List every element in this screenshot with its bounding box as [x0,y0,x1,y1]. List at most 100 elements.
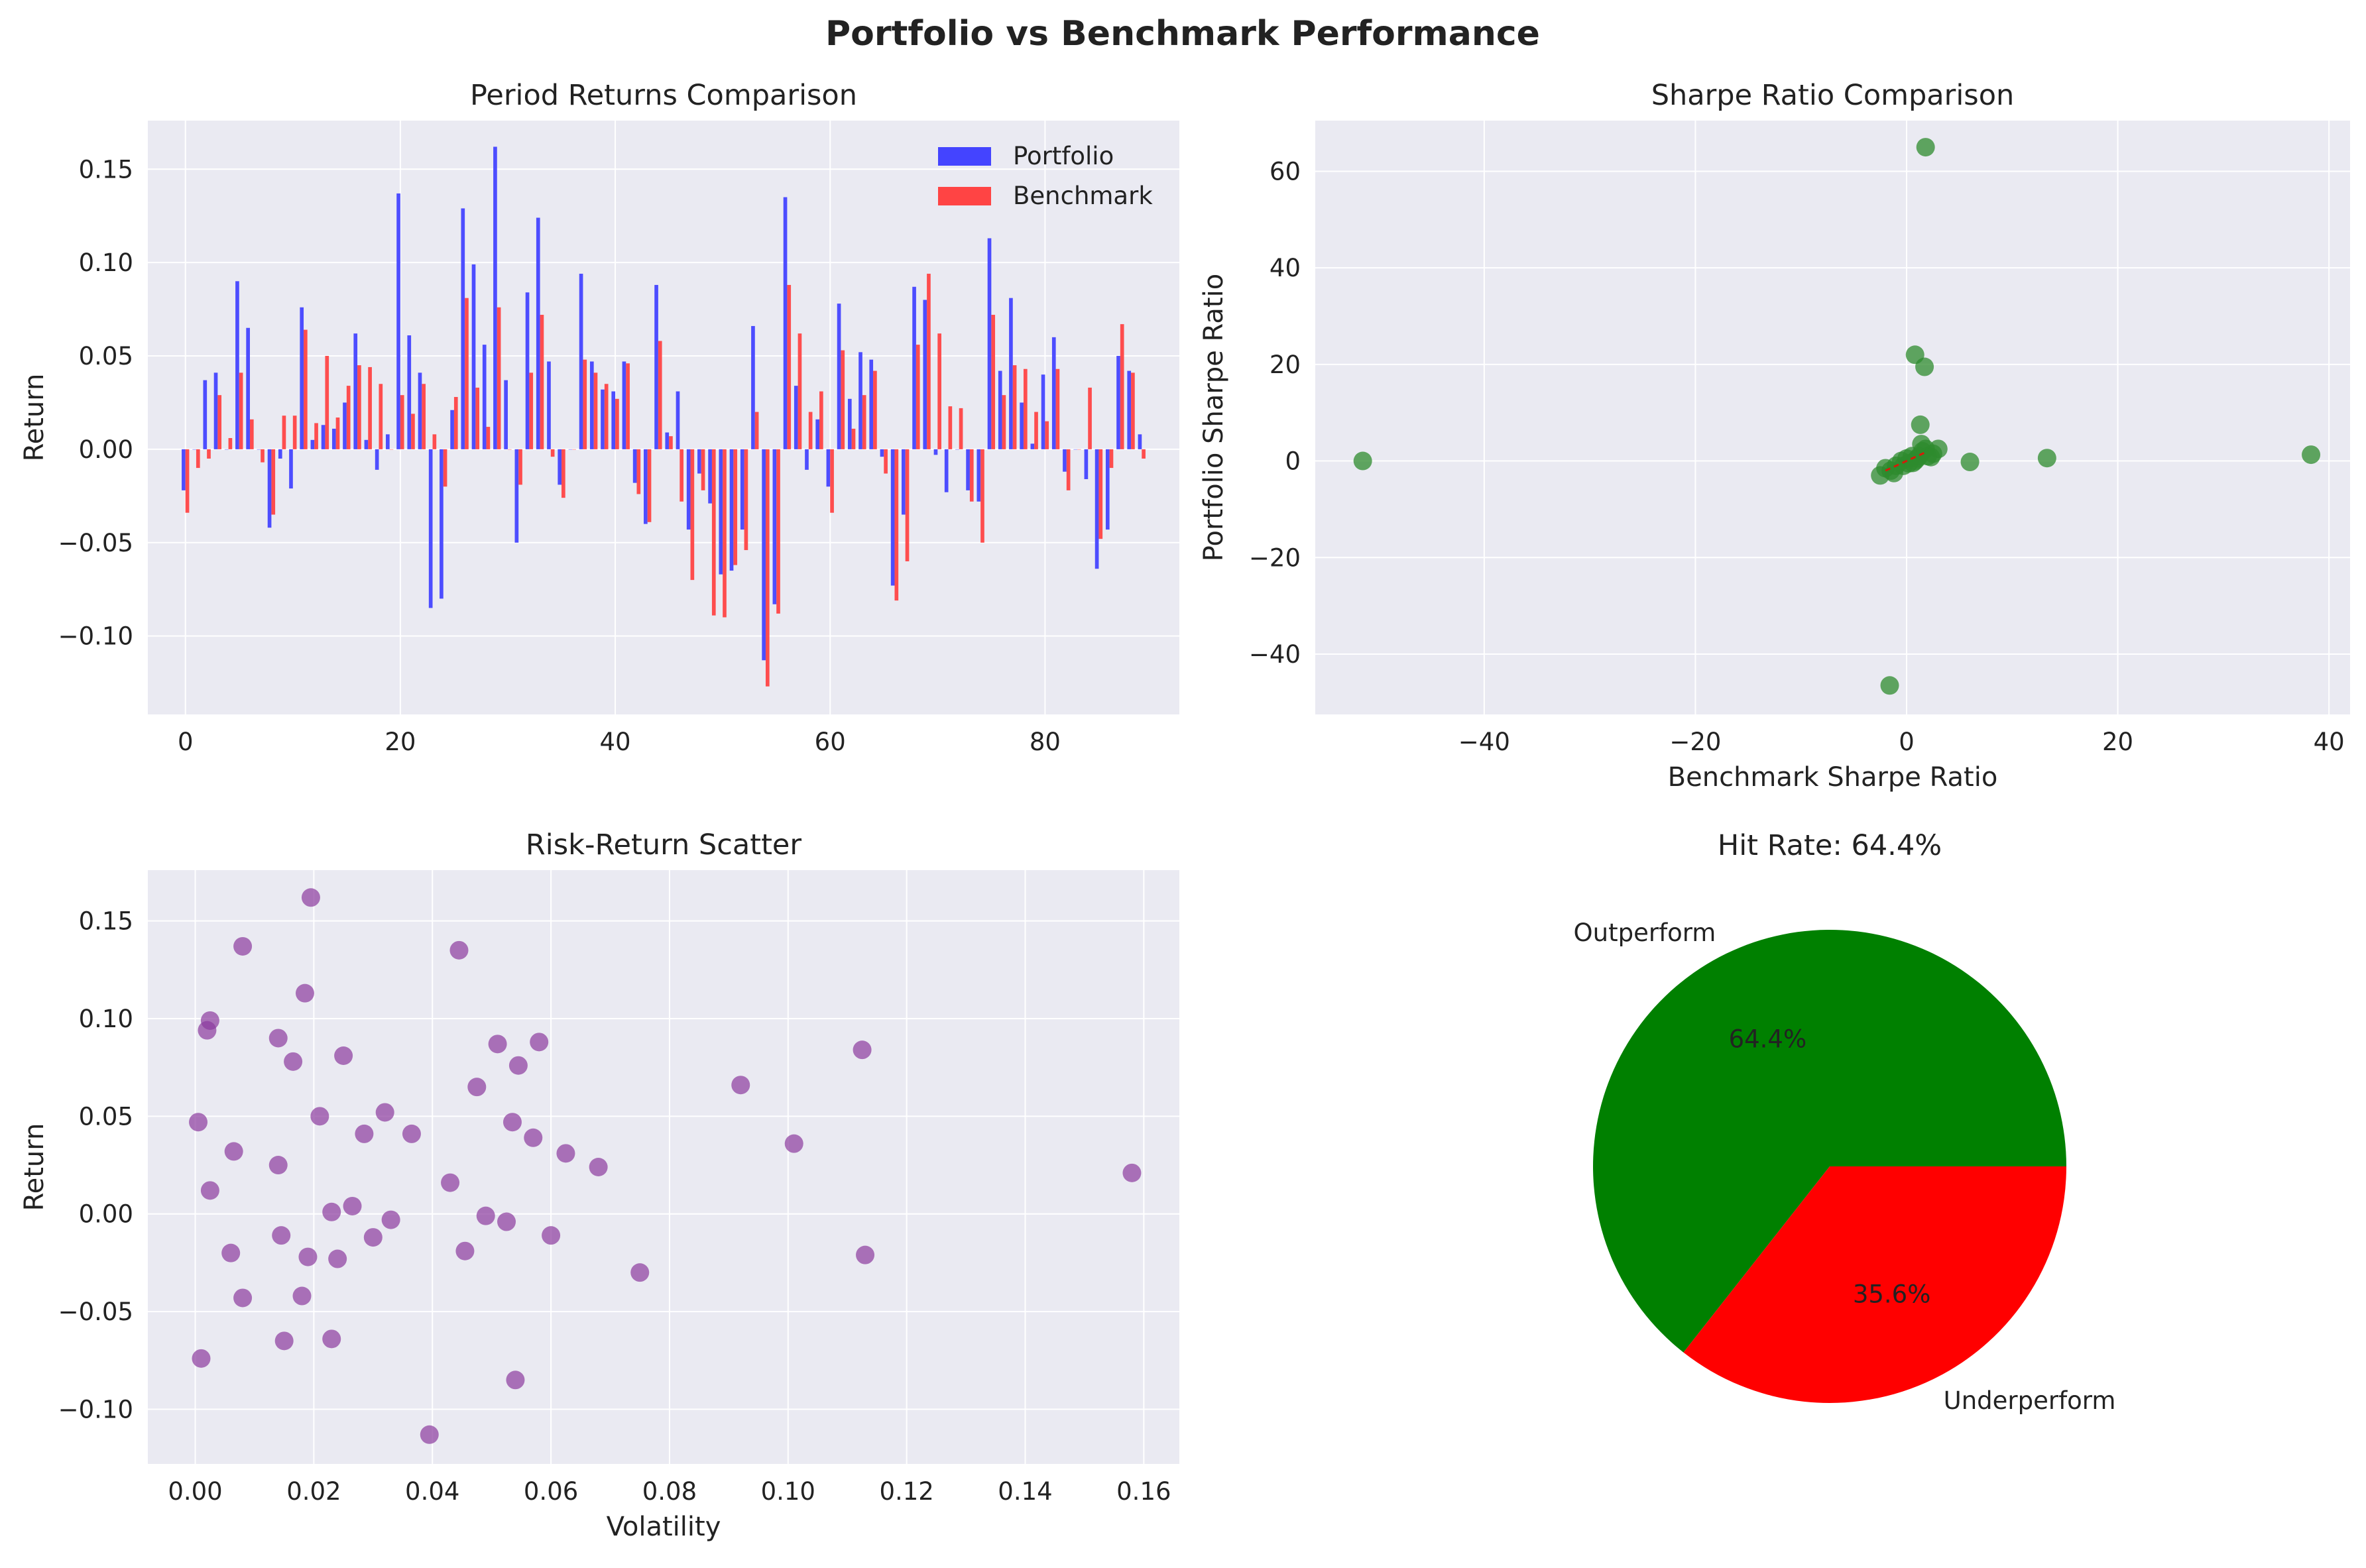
portfolio-bar [966,449,970,490]
portfolio-bar [815,419,820,449]
benchmark-bar [604,384,609,449]
portfolio-bar [224,449,229,450]
benchmark-bar [411,414,415,449]
portfolio-bar [343,402,347,449]
benchmark-bar [948,406,953,449]
risk-return-point [420,1425,439,1444]
benchmark-bar [1045,421,1049,449]
sharpe-point [1880,676,1899,695]
sharpe-point [1916,138,1935,157]
risk-return-point [508,1056,528,1075]
portfolio-bar [847,398,852,449]
portfolio-bar [536,217,540,449]
risk-return-y-axis-label: Return [19,1123,50,1211]
benchmark-bar [808,412,813,449]
pie-slice-outperform [1593,929,2066,1353]
benchmark-bar [765,449,770,687]
risk-return-y-tick-label: −0.05 [58,1298,133,1326]
risk-return-point [274,1331,294,1351]
benchmark-bar [873,370,877,449]
risk-return-point [402,1124,421,1143]
portfolio-bar [579,274,583,449]
benchmark-bar [1023,368,1028,449]
portfolio-bar [772,449,777,604]
portfolio-bar [890,449,895,586]
benchmark-bar [658,341,662,449]
portfolio-bar [450,410,454,449]
period-returns-y-tick-label: 0.15 [79,155,133,184]
portfolio-bar [933,449,938,455]
benchmark-bar [841,350,845,449]
portfolio-bar [558,449,562,485]
portfolio-bar [1105,449,1110,530]
risk-return-title: Risk-Return Scatter [526,828,801,862]
sharpe-point [2302,445,2321,465]
risk-return-x-tick-label: 0.10 [761,1477,815,1506]
risk-return-y-tick-label: −0.10 [58,1395,133,1424]
portfolio-bar [568,449,573,450]
benchmark-bar [723,449,727,618]
risk-return-point [381,1210,400,1229]
sharpe-ratio-y-tick-label: 20 [1270,351,1301,379]
benchmark-bar [507,449,512,450]
portfolio-bar [601,389,605,449]
benchmark-bar [453,397,458,449]
risk-return-point [524,1128,543,1147]
risk-return-y-tick-label: 0.05 [79,1102,133,1131]
portfolio-bar [461,208,465,449]
period-returns-axes: 0 20 40 60 80 −0.10 −0.05 0.00 0.05 0.10 0.15 Perio… [19,79,1179,756]
risk-return-point [355,1124,374,1143]
benchmark-bar [1120,324,1124,449]
pie-label-outperform: Outperform [1574,919,1716,947]
portfolio-bar [837,304,841,449]
benchmark-bar [185,449,190,513]
portfolio-bar [364,439,369,449]
portfolio-bar [1020,402,1024,449]
benchmark-bar [1142,449,1146,459]
benchmark-bar [1002,395,1006,449]
portfolio-bar [923,300,927,449]
portfolio-bar [805,449,809,470]
benchmark-bar [304,329,308,449]
portfolio-bar [1094,449,1099,569]
benchmark-bar [550,449,555,457]
portfolio-bar [386,434,390,449]
risk-return-point [192,1349,211,1368]
risk-return-point [292,1286,312,1306]
sharpe-point [1911,415,1930,434]
risk-return-point [455,1241,475,1260]
benchmark-bar [346,386,351,449]
benchmark-bar [325,356,329,449]
sharpe-point [1921,447,1940,467]
benchmark-bar [927,274,931,449]
benchmark-bar [314,423,318,449]
risk-return-point [284,1052,303,1071]
benchmark-bar [754,412,759,449]
period-returns-x-tick-label: 20 [384,728,416,756]
sharpe-point [1871,466,1890,485]
benchmark-bar [335,418,340,449]
risk-return-point [784,1134,803,1153]
sharpe-ratio-y-tick-label: −40 [1249,640,1301,669]
risk-return-point [375,1103,394,1122]
benchmark-bar [239,372,243,449]
sharpe-ratio-x-axis-label: Benchmark Sharpe Ratio [1668,762,1998,793]
portfolio-bar [869,359,874,449]
portfolio-bar [213,372,218,449]
sharpe-ratio-x-tick-label: 0 [1899,728,1915,756]
period-returns-y-tick-label: −0.10 [58,622,133,651]
portfolio-bar [418,372,422,449]
benchmark-bar [787,284,792,449]
sharpe-ratio-axes: −40 −20 0 20 40 −40 −20 0 20 40 60 Sharpe Ratio Com… [1199,79,2350,793]
risk-return-point [589,1158,608,1176]
benchmark-bar [776,449,780,614]
portfolio-bar [440,449,444,599]
portfolio-bar [665,432,670,449]
pie-label-underperform: Underperform [1944,1386,2116,1415]
portfolio-bar [331,428,336,449]
hit-rate-title: Hit Rate: 64.4% [1718,829,1942,862]
risk-return-point [363,1228,383,1247]
risk-return-point [506,1371,525,1390]
portfolio-bar [955,449,959,450]
portfolio-bar [267,449,272,528]
